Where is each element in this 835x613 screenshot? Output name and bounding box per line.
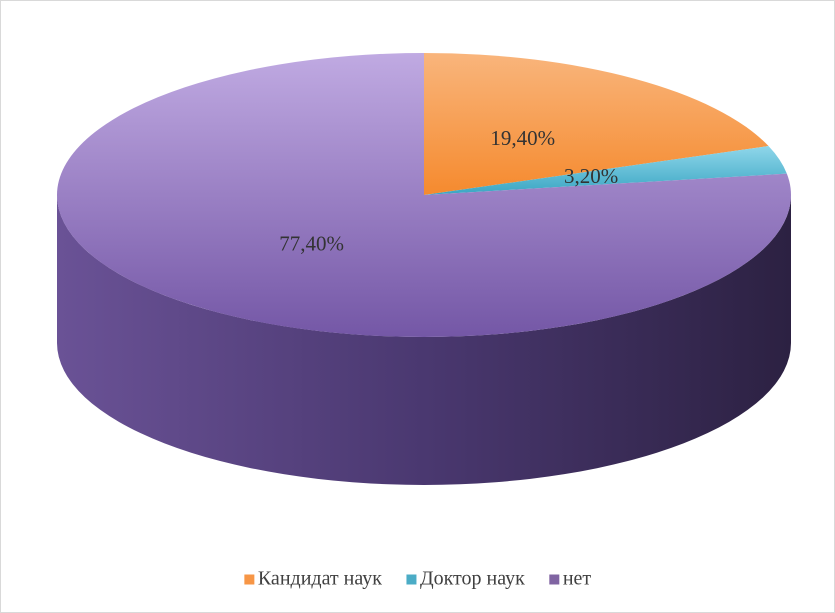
data-label: 19,40% bbox=[490, 126, 555, 150]
data-label: 77,40% bbox=[279, 231, 344, 255]
legend-swatch bbox=[243, 573, 256, 586]
legend-swatch bbox=[548, 573, 561, 586]
pie-side bbox=[57, 195, 791, 485]
legend-label: нет bbox=[563, 568, 592, 590]
legend-label: Кандидат наук bbox=[258, 568, 382, 590]
legend-swatch bbox=[405, 573, 418, 586]
data-label: 3,20% bbox=[564, 164, 618, 188]
pie-slice bbox=[424, 53, 769, 195]
legend-label: Доктор наук bbox=[420, 568, 525, 590]
pie-slice bbox=[56, 53, 792, 337]
pie-slice bbox=[424, 146, 787, 195]
